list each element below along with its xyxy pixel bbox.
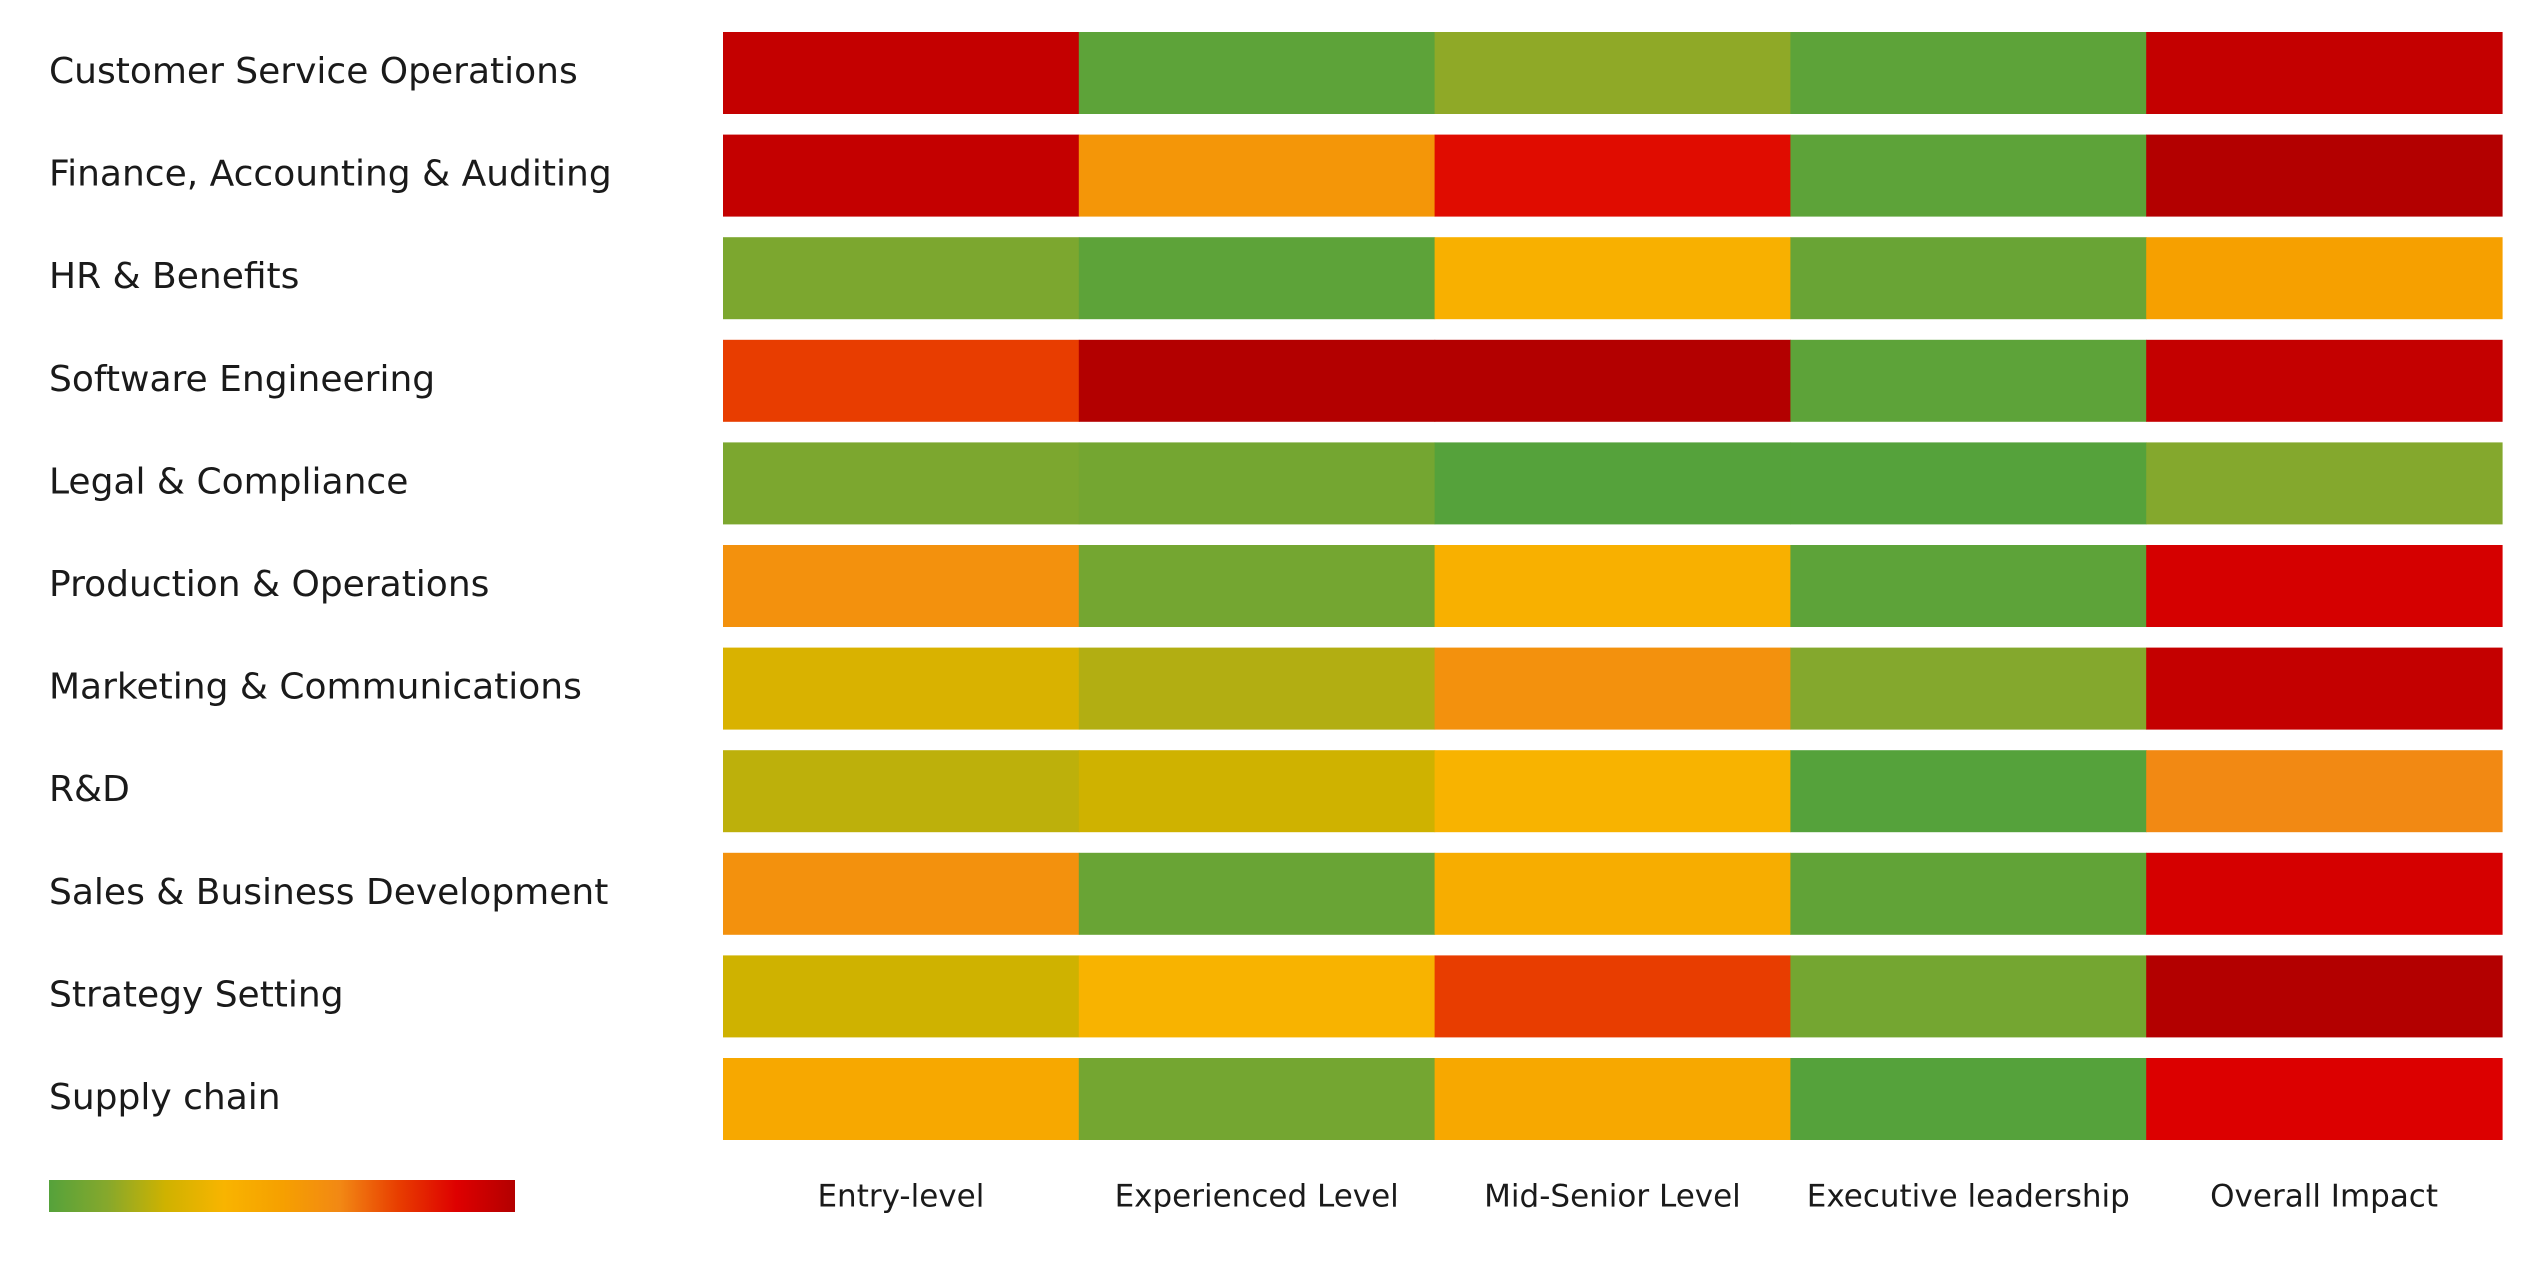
column-label: Mid-Senior Level <box>1484 1179 1741 1215</box>
heatmap-cell <box>1790 750 2147 833</box>
heatmap-cell <box>723 237 1080 320</box>
heatmap-cell <box>2146 32 2503 114</box>
color-legend <box>49 1180 515 1212</box>
heatmap-cell <box>2146 852 2503 935</box>
heatmap-cell <box>1434 647 1791 730</box>
heatmap-cell <box>2146 237 2503 320</box>
heatmap-cell <box>1078 545 1436 627</box>
heatmap-cell <box>2146 339 2503 422</box>
heatmap-cell <box>723 545 1080 627</box>
row-label: Finance, Accounting & Auditing <box>49 154 612 195</box>
heatmap-cell <box>723 852 1080 935</box>
heatmap-cell <box>1078 852 1436 935</box>
heatmap-cell <box>1434 32 1791 114</box>
heatmap-cell <box>1434 134 1791 217</box>
heatmap-cell <box>2146 647 2503 730</box>
column-label: Experienced Level <box>1115 1179 1399 1215</box>
heatmap-cell <box>1790 339 2147 422</box>
heatmap-cell <box>723 647 1080 730</box>
heatmap-cell <box>1434 852 1791 935</box>
heatmap-cell <box>1078 442 1436 525</box>
heatmap-cell <box>723 955 1080 1038</box>
heatmap-cell <box>1078 955 1436 1038</box>
heatmap-cell <box>1790 955 2147 1038</box>
heatmap-cell <box>1434 442 1791 525</box>
heatmap-cell <box>1790 442 2147 525</box>
row-label: Customer Service Operations <box>49 51 578 92</box>
heatmap-cell <box>2146 442 2503 525</box>
row-label: HR & Benefits <box>49 256 299 297</box>
heatmap-cell <box>723 32 1080 114</box>
heatmap-cells <box>723 32 2503 1140</box>
heatmap-cell <box>1078 647 1436 730</box>
heatmap-cell <box>2146 1058 2503 1140</box>
heatmap-cell <box>1434 339 1791 422</box>
heatmap-cell <box>1434 237 1791 320</box>
row-labels: Customer Service Operations Finance, Acco… <box>49 51 612 1118</box>
heatmap-cell <box>1078 237 1436 320</box>
heatmap-cell <box>1078 339 1436 422</box>
heatmap-cell <box>1434 545 1791 627</box>
heatmap-cell <box>723 1058 1080 1140</box>
heatmap-cell <box>1434 955 1791 1038</box>
heatmap-cell <box>1790 237 2147 320</box>
heatmap-cell <box>2146 134 2503 217</box>
heatmap-cell <box>1078 32 1436 114</box>
row-label: Strategy Setting <box>49 974 344 1015</box>
heatmap-cell <box>1434 750 1791 833</box>
heatmap-cell <box>1790 32 2147 114</box>
heatmap-cell <box>1434 1058 1791 1140</box>
heatmap-cell <box>723 750 1080 833</box>
column-label: Overall Impact <box>2210 1179 2438 1215</box>
heatmap-cell <box>1790 545 2147 627</box>
heatmap-cell <box>1790 647 2147 730</box>
heatmap-cell <box>1078 1058 1436 1140</box>
heatmap-cell <box>1078 134 1436 217</box>
row-label: R&D <box>49 769 130 810</box>
heatmap-cell <box>1790 852 2147 935</box>
heatmap-cell <box>1078 750 1436 833</box>
heatmap-cell <box>1790 134 2147 217</box>
row-label: Sales & Business Development <box>49 872 608 913</box>
heatmap-cell <box>723 442 1080 525</box>
heatmap-cell <box>723 134 1080 217</box>
heatmap-cell <box>2146 955 2503 1038</box>
legend-gradient-bar <box>49 1180 515 1212</box>
row-label: Supply chain <box>49 1077 281 1118</box>
row-label: Legal & Compliance <box>49 461 408 502</box>
row-label: Marketing & Communications <box>49 667 582 708</box>
column-label: Executive leadership <box>1807 1179 2130 1215</box>
heatmap-cell <box>1790 1058 2147 1140</box>
heatmap-cell <box>2146 545 2503 627</box>
column-label: Entry-level <box>817 1179 984 1215</box>
heatmap-cell <box>723 339 1080 422</box>
column-labels: Entry-level Experienced Level Mid-Senior L… <box>817 1179 2438 1215</box>
heatmap-cell <box>2146 750 2503 833</box>
row-label: Production & Operations <box>49 564 489 605</box>
row-label: Software Engineering <box>49 359 435 400</box>
